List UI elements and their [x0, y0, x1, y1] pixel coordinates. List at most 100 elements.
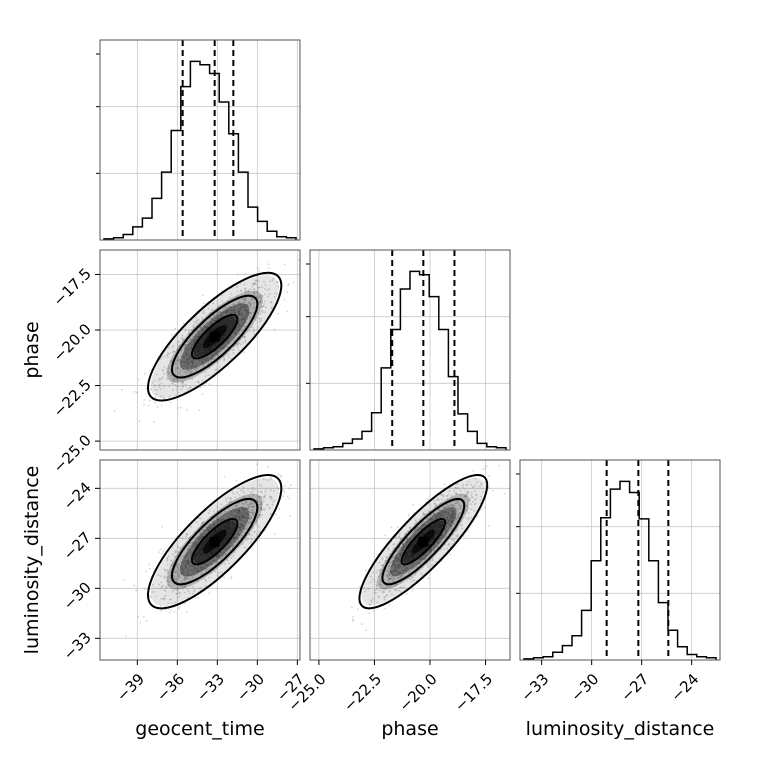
sample-point — [232, 348, 235, 351]
sample-point — [387, 581, 389, 584]
sample-point — [239, 282, 241, 285]
sample-point — [241, 502, 244, 504]
sample-point — [445, 532, 448, 535]
sample-point — [161, 369, 164, 372]
sample-point — [182, 360, 185, 363]
sample-point — [467, 512, 470, 515]
sample-point — [195, 570, 198, 573]
sample-point — [200, 327, 203, 330]
sample-point — [422, 558, 425, 561]
sample-point — [166, 569, 169, 571]
sample-point — [202, 329, 204, 331]
sample-point — [406, 540, 409, 543]
sample-point — [164, 587, 167, 590]
sample-point — [189, 386, 192, 388]
sample-point — [440, 514, 443, 516]
sample-point — [397, 566, 400, 569]
sample-point — [392, 576, 395, 578]
sample-point — [465, 495, 468, 498]
sample-point — [237, 526, 240, 528]
sample-point — [183, 571, 186, 574]
sample-point — [418, 562, 421, 565]
sample-point — [191, 377, 194, 380]
sample-point — [201, 529, 204, 532]
sample-point — [233, 537, 236, 540]
sample-point — [438, 557, 441, 560]
sample-point — [246, 303, 249, 306]
sample-point — [239, 527, 241, 530]
sample-point — [175, 565, 177, 568]
sample-point — [409, 578, 411, 581]
sample-point — [204, 529, 207, 532]
sample-point — [450, 509, 453, 512]
sample-point — [211, 524, 214, 527]
sample-point — [416, 566, 418, 569]
sample-point — [153, 379, 156, 382]
sample-point — [244, 309, 247, 312]
sample-point — [260, 495, 263, 498]
sample-point — [375, 571, 378, 574]
sample-point — [247, 290, 250, 293]
sample-point — [243, 351, 246, 354]
sample-point — [238, 320, 241, 322]
sample-point — [211, 321, 213, 323]
sample-point — [202, 302, 205, 305]
sample-point — [409, 540, 411, 542]
sample-point — [433, 499, 436, 502]
sample-point — [395, 556, 398, 559]
sample-point — [399, 575, 402, 578]
sample-point — [247, 517, 250, 520]
sample-point — [447, 511, 450, 514]
sample-point — [233, 544, 236, 547]
sample-point — [437, 513, 440, 516]
sample-point — [404, 542, 407, 545]
sample-point — [249, 521, 251, 523]
sample-point — [243, 502, 246, 505]
sample-point — [233, 309, 235, 312]
sample-point — [190, 371, 192, 374]
sample-point — [249, 521, 252, 524]
sample-point — [207, 374, 210, 377]
sample-point — [191, 364, 194, 367]
sample-point — [239, 309, 242, 312]
sample-point — [191, 361, 194, 364]
sample-point — [249, 518, 252, 521]
sample-point — [243, 309, 246, 312]
sample-point — [430, 548, 433, 551]
sample-point — [408, 571, 410, 574]
sample-point — [185, 372, 188, 375]
sample-point — [394, 566, 397, 569]
sample-point — [277, 516, 280, 519]
sample-point — [393, 563, 396, 566]
sample-point — [199, 567, 202, 569]
sample-point — [233, 308, 236, 311]
sample-point — [228, 502, 231, 504]
sample-point — [217, 519, 220, 522]
sample-point — [234, 312, 237, 315]
sample-point — [211, 355, 214, 357]
sample-point — [219, 519, 222, 522]
sample-point — [232, 515, 235, 518]
sample-point — [208, 509, 211, 512]
sample-point — [210, 571, 213, 574]
sample-point — [387, 585, 390, 588]
sample-point — [437, 499, 440, 502]
sample-point — [451, 510, 454, 513]
sample-point — [205, 326, 208, 329]
sample-point — [410, 580, 413, 583]
sample-point — [457, 514, 460, 516]
sample-point — [231, 308, 234, 311]
sample-point — [450, 524, 453, 527]
sample-point — [392, 560, 395, 563]
sample-point — [246, 309, 249, 312]
sample-point — [422, 513, 425, 516]
sample-point — [245, 311, 248, 314]
sample-point — [258, 286, 260, 288]
sample-point — [204, 357, 206, 360]
sample-point — [190, 564, 193, 567]
sample-point — [245, 341, 247, 343]
sample-point — [402, 545, 405, 547]
sample-point — [226, 309, 228, 312]
sample-point — [237, 515, 240, 517]
sample-point — [193, 339, 196, 342]
